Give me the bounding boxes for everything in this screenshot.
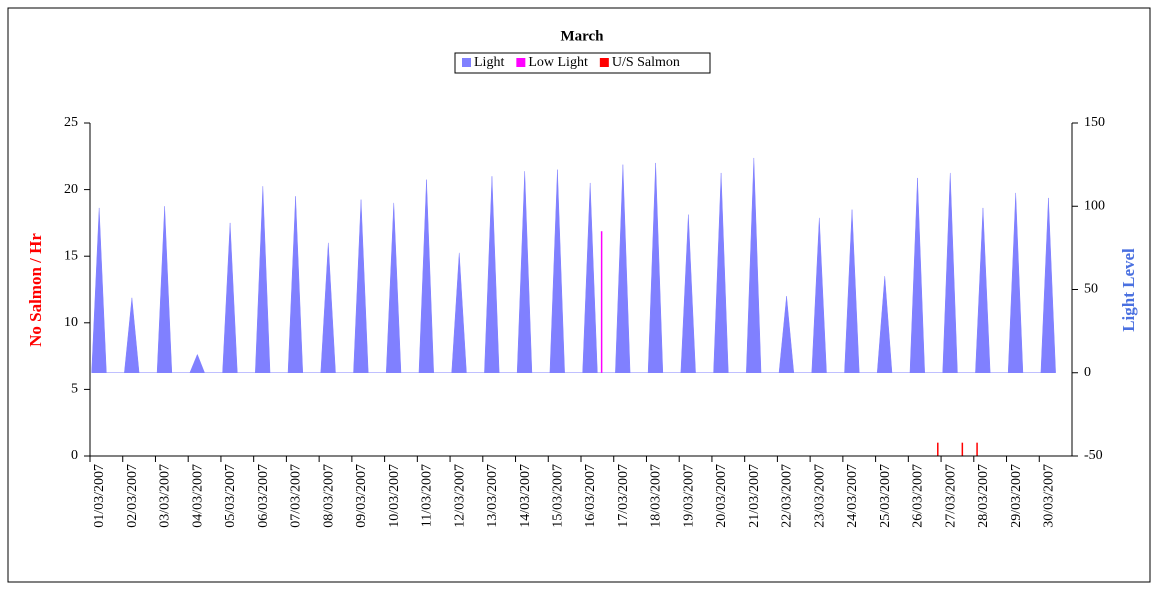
y2-tick-label: 100 <box>1084 198 1105 213</box>
y-tick-label: 20 <box>64 182 78 197</box>
x-tick-label: 02/03/2007 <box>125 464 140 528</box>
x-tick-label: 26/03/2007 <box>911 464 926 528</box>
y-axis-label: No Salmon / Hr <box>26 233 45 347</box>
bar <box>961 442 964 456</box>
x-tick-label: 23/03/2007 <box>812 464 827 528</box>
x-tick-label: 21/03/2007 <box>747 464 762 528</box>
x-tick-label: 25/03/2007 <box>878 464 893 528</box>
x-tick-label: 05/03/2007 <box>223 464 238 528</box>
legend-label: U/S Salmon <box>612 55 680 70</box>
y-tick-label: 15 <box>64 248 78 263</box>
y-tick-label: 10 <box>64 315 78 330</box>
legend-label: Light <box>474 55 504 70</box>
x-tick-label: 04/03/2007 <box>190 464 205 528</box>
legend-swatch <box>516 58 526 67</box>
legend-swatch <box>462 58 471 67</box>
bar <box>600 231 603 373</box>
y2-tick-label: 50 <box>1084 282 1098 297</box>
x-tick-label: 22/03/2007 <box>780 464 795 528</box>
bar <box>937 442 939 456</box>
x-tick-label: 27/03/2007 <box>943 464 958 528</box>
x-tick-label: 24/03/2007 <box>845 464 860 528</box>
y-tick-label: 5 <box>71 382 78 397</box>
x-tick-label: 12/03/2007 <box>452 464 467 528</box>
x-tick-label: 20/03/2007 <box>714 464 729 528</box>
y-tick-label: 0 <box>71 448 78 463</box>
legend-swatch <box>599 58 609 67</box>
x-tick-label: 13/03/2007 <box>485 464 500 528</box>
bar <box>976 442 978 456</box>
x-tick-label: 29/03/2007 <box>1009 464 1024 528</box>
x-tick-label: 09/03/2007 <box>354 464 369 528</box>
x-tick-label: 06/03/2007 <box>256 464 271 528</box>
y2-axis-label: Light Level <box>1119 248 1138 332</box>
x-tick-label: 10/03/2007 <box>387 464 402 528</box>
x-tick-label: 14/03/2007 <box>518 464 533 528</box>
y-tick-label: 25 <box>64 115 78 130</box>
light-area <box>91 157 1056 373</box>
chart-frame <box>7 7 1151 583</box>
x-tick-label: 17/03/2007 <box>616 464 631 528</box>
x-tick-label: 18/03/2007 <box>649 464 664 528</box>
y2-tick-label: 150 <box>1084 115 1105 130</box>
x-tick-label: 11/03/2007 <box>420 464 435 527</box>
x-tick-label: 03/03/2007 <box>158 464 173 528</box>
x-tick-label: 15/03/2007 <box>550 464 565 528</box>
x-tick-label: 28/03/2007 <box>976 464 991 528</box>
x-tick-label: 19/03/2007 <box>681 464 696 528</box>
y2-tick-label: -50 <box>1084 448 1103 463</box>
x-tick-label: 07/03/2007 <box>289 464 304 528</box>
x-tick-label: 16/03/2007 <box>583 464 598 528</box>
x-tick-label: 08/03/2007 <box>321 464 336 528</box>
chart-title: March <box>560 28 604 44</box>
y2-tick-label: 0 <box>1084 365 1091 380</box>
x-tick-label: 30/03/2007 <box>1041 464 1056 528</box>
x-tick-label: 01/03/2007 <box>92 464 107 528</box>
legend-label: Low Light <box>528 55 588 70</box>
